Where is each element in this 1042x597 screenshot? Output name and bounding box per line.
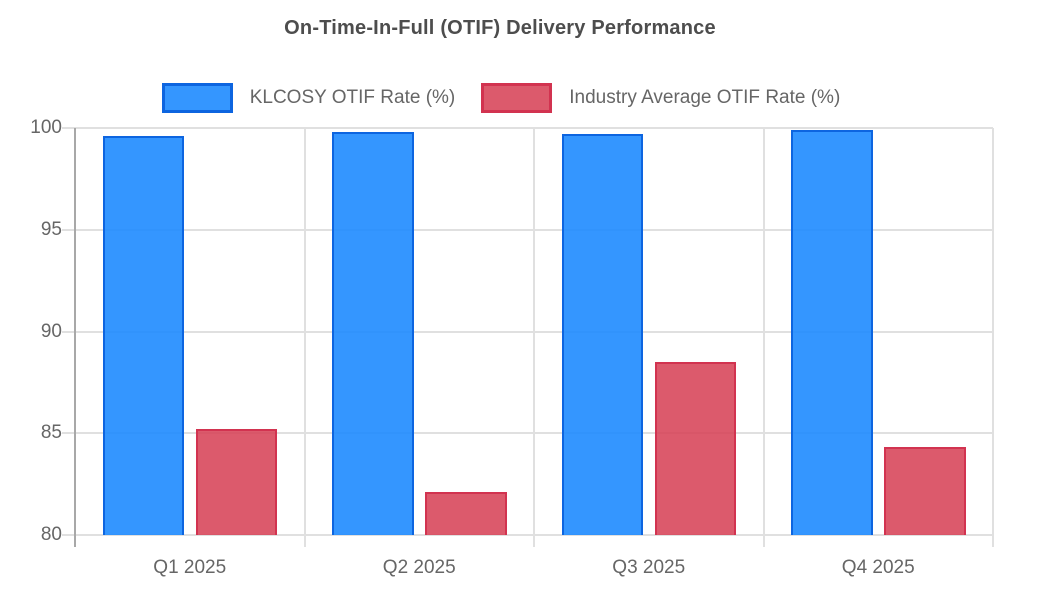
x-tick-1 — [303, 535, 306, 547]
y-tick-90 — [62, 330, 75, 333]
y-tick-85 — [62, 432, 75, 435]
legend-label: KLCOSY OTIF Rate (%) — [249, 87, 456, 108]
x-axis-label-q3-2025: Q3 2025 — [612, 557, 686, 578]
red-series-swatch-icon — [481, 83, 553, 113]
y-axis-label-100: 100 — [30, 117, 62, 138]
legend-item-industry[interactable]: Industry Average OTIF Rate (%) — [481, 83, 840, 113]
x-gridline-4 — [992, 128, 994, 535]
bar-klcosy-q4-2025 — [791, 130, 873, 535]
x-tick-4 — [992, 535, 994, 547]
legend-label: Industry Average OTIF Rate (%) — [569, 87, 841, 108]
y-axis-label-85: 85 — [40, 422, 62, 444]
x-gridline-2 — [533, 128, 535, 535]
legend-item-klcosy[interactable]: KLCOSY OTIF Rate (%) — [161, 83, 456, 113]
bar-industry-q1-2025 — [195, 429, 277, 535]
y-tick-100 — [62, 127, 75, 129]
x-axis-label-q4-2025: Q4 2025 — [841, 557, 915, 578]
y-axis-label-95: 95 — [40, 218, 62, 240]
x-gridline-3 — [762, 128, 765, 535]
x-gridline-1 — [303, 128, 306, 535]
blue-series-swatch-icon — [161, 83, 233, 113]
y-axis-label-80: 80 — [40, 524, 62, 545]
bar-klcosy-q1-2025 — [102, 136, 184, 535]
chart-title: On-Time-In-Full (OTIF) Delivery Performa… — [284, 17, 716, 39]
y-tick-80 — [62, 534, 75, 536]
bar-klcosy-q3-2025 — [561, 134, 643, 535]
y-axis-line — [74, 128, 76, 547]
bar-klcosy-q2-2025 — [332, 132, 414, 535]
bar-industry-q2-2025 — [425, 492, 507, 535]
chart-legend: KLCOSY OTIF Rate (%) Industry Average OTI… — [0, 83, 1002, 113]
y-tick-95 — [62, 228, 75, 231]
x-axis-label-q1-2025: Q1 2025 — [153, 557, 227, 578]
x-tick-2 — [533, 535, 535, 547]
x-axis-label-q2-2025: Q2 2025 — [382, 557, 456, 578]
x-tick-3 — [762, 535, 765, 547]
bar-industry-q4-2025 — [884, 447, 966, 535]
y-axis-label-90: 90 — [40, 320, 62, 342]
bar-industry-q3-2025 — [654, 362, 736, 535]
